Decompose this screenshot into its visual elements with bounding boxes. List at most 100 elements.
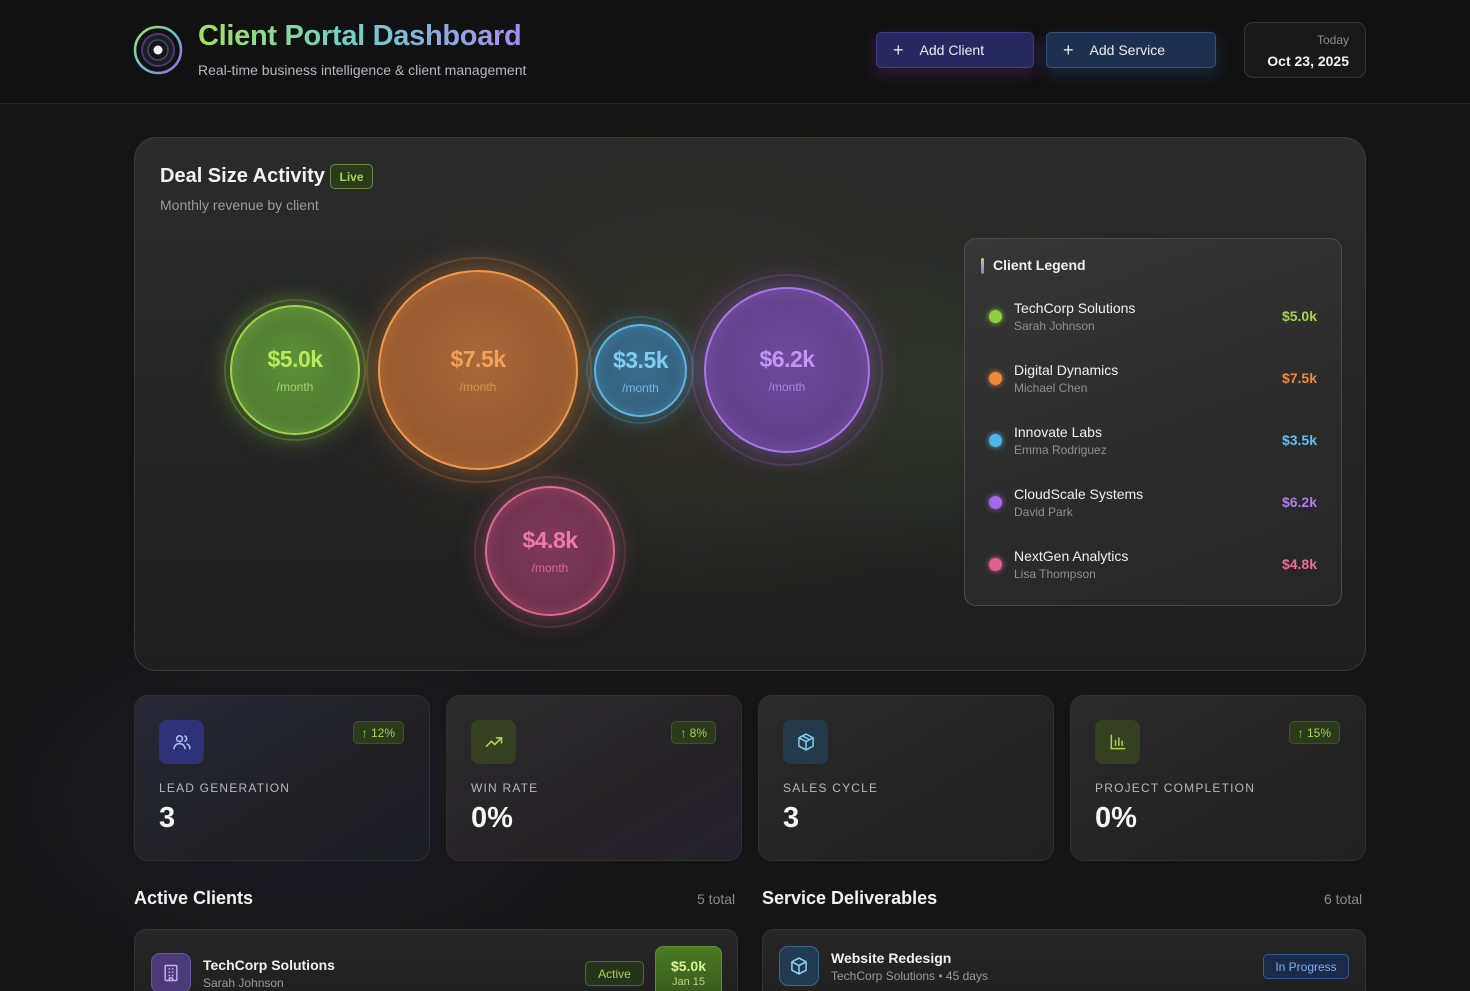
client-card[interactable]: TechCorp Solutions Sarah Johnson Active … <box>134 929 738 991</box>
legend-item[interactable]: CloudScale Systems David Park $6.2k <box>965 483 1341 533</box>
page-subtitle: Real-time business intelligence & client… <box>198 62 527 78</box>
delta-badge: ↑ 15% <box>1288 721 1340 744</box>
client-name: TechCorp Solutions <box>203 957 335 973</box>
add-service-label: Add Service <box>1089 42 1165 58</box>
legend-client-name: CloudScale Systems <box>1014 486 1144 502</box>
legend-client-contact: Lisa Thompson <box>1014 567 1096 581</box>
legend-client-contact: Sarah Johnson <box>1014 319 1095 333</box>
stat-label: SALES CYCLE <box>783 781 879 795</box>
delta-badge: ↑ 8% <box>671 721 716 744</box>
legend-amount: $7.5k <box>1281 370 1317 386</box>
stat-value: 0% <box>1095 802 1137 834</box>
bubble-unit: /month <box>768 380 806 394</box>
service-deliverables-title: Service Deliverables <box>762 888 938 908</box>
legend-amount: $6.2k <box>1281 494 1317 510</box>
client-legend: Client Legend TechCorp Solutions Sarah J… <box>964 238 1342 606</box>
client-revenue: $5.0k <box>670 958 707 974</box>
trending-up-icon <box>471 720 516 764</box>
legend-client-name: NextGen Analytics <box>1014 548 1129 564</box>
top-header: Client Portal Dashboard Real-time busine… <box>0 0 1470 104</box>
logo-icon <box>133 25 183 75</box>
stat-card-win-rate[interactable]: ↑ 8% WIN RATE 0% <box>446 695 742 861</box>
bar-chart-icon <box>1095 720 1140 764</box>
box-icon <box>779 946 819 986</box>
stat-value: 0% <box>471 802 513 834</box>
add-service-button[interactable]: + Add Service <box>1046 32 1216 68</box>
legend-client-contact: Emma Rodriguez <box>1014 443 1107 457</box>
legend-dot <box>989 310 1002 323</box>
legend-amount: $5.0k <box>1281 308 1317 324</box>
add-client-label: Add Client <box>919 42 985 58</box>
deliverable-card[interactable]: Website Redesign TechCorp Solutions • 45… <box>762 929 1366 991</box>
active-clients-count: 5 total <box>697 891 736 907</box>
bubble-unit: /month <box>276 380 314 394</box>
deal-bubble[interactable]: $5.0k /month <box>230 305 360 435</box>
plus-icon: + <box>893 40 904 60</box>
bubble-amount: $6.2k <box>759 346 815 372</box>
live-badge: Live <box>330 164 373 189</box>
status-badge: Active <box>585 961 644 986</box>
legend-accent-bar <box>981 258 984 274</box>
page-title: Client Portal Dashboard <box>198 20 522 52</box>
legend-dot <box>989 558 1002 571</box>
stat-label: WIN RATE <box>471 781 539 795</box>
legend-item[interactable]: Digital Dynamics Michael Chen $7.5k <box>965 359 1341 409</box>
legend-dot <box>989 496 1002 509</box>
deal-bubble[interactable]: $4.8k /month <box>485 486 615 616</box>
legend-dot <box>989 372 1002 385</box>
stat-value: 3 <box>783 802 800 834</box>
stat-card-sales-cycle[interactable]: SALES CYCLE 3 <box>758 695 1054 861</box>
delta-badge: ↑ 12% <box>352 721 404 744</box>
date-label: Today <box>1316 33 1349 47</box>
bubble-amount: $4.8k <box>522 527 578 553</box>
bubble-unit: /month <box>622 380 659 395</box>
client-revenue-badge: $5.0k Jan 15 <box>655 946 722 991</box>
date-value: Oct 23, 2025 <box>1267 53 1349 69</box>
legend-item[interactable]: NextGen Analytics Lisa Thompson $4.8k <box>965 545 1341 595</box>
legend-item[interactable]: TechCorp Solutions Sarah Johnson $5.0k <box>965 297 1341 347</box>
stat-card-lead-generation[interactable]: ↑ 12% LEAD GENERATION 3 <box>134 695 430 861</box>
stat-card-project-completion[interactable]: ↑ 15% PROJECT COMPLETION 0% <box>1070 695 1366 861</box>
deal-bubble[interactable]: $6.2k /month <box>704 287 870 453</box>
client-contact: Sarah Johnson <box>203 976 284 990</box>
box-icon <box>783 720 828 764</box>
stat-label: PROJECT COMPLETION <box>1095 781 1256 795</box>
building-icon <box>151 953 191 991</box>
bubble-amount: $3.5k <box>612 346 669 373</box>
client-date: Jan 15 <box>671 976 706 988</box>
stat-label: LEAD GENERATION <box>159 781 291 795</box>
legend-dot <box>989 434 1002 447</box>
date-display: Today Oct 23, 2025 <box>1244 22 1366 78</box>
legend-client-name: TechCorp Solutions <box>1014 300 1136 316</box>
bubble-ring <box>691 274 883 466</box>
legend-amount: $3.5k <box>1281 432 1317 448</box>
deliverable-sub: TechCorp Solutions • 45 days <box>831 969 988 983</box>
deal-panel-subtitle: Monthly revenue by client <box>160 197 319 213</box>
legend-client-name: Digital Dynamics <box>1014 362 1119 378</box>
bubble-amount: $7.5k <box>450 346 506 372</box>
legend-client-name: Innovate Labs <box>1014 424 1102 440</box>
bubble-ring <box>224 299 366 441</box>
legend-item[interactable]: Innovate Labs Emma Rodriguez $3.5k <box>965 421 1341 471</box>
legend-title: Client Legend <box>993 257 1086 273</box>
status-badge: In Progress <box>1263 954 1349 979</box>
legend-amount: $4.8k <box>1281 556 1317 572</box>
bubble-amount: $5.0k <box>267 346 323 372</box>
active-clients-title: Active Clients <box>134 888 254 908</box>
users-icon <box>159 720 204 764</box>
deliverable-name: Website Redesign <box>831 950 952 966</box>
deal-bubble[interactable]: $7.5k /month <box>378 270 578 470</box>
bubble-unit: /month <box>531 561 569 575</box>
deal-panel-title: Deal Size Activity <box>160 165 325 187</box>
stat-value: 3 <box>159 802 176 834</box>
legend-client-contact: Michael Chen <box>1014 381 1088 395</box>
plus-icon: + <box>1063 40 1074 60</box>
legend-client-contact: David Park <box>1014 505 1073 519</box>
service-deliverables-count: 6 total <box>1324 891 1363 907</box>
deal-size-panel: Deal Size Activity Live Monthly revenue … <box>134 137 1366 671</box>
add-client-button[interactable]: + Add Client <box>876 32 1034 68</box>
bubble-unit: /month <box>459 380 497 394</box>
deal-bubble[interactable]: $3.5k /month <box>594 324 687 417</box>
bubble-ring <box>474 476 626 628</box>
